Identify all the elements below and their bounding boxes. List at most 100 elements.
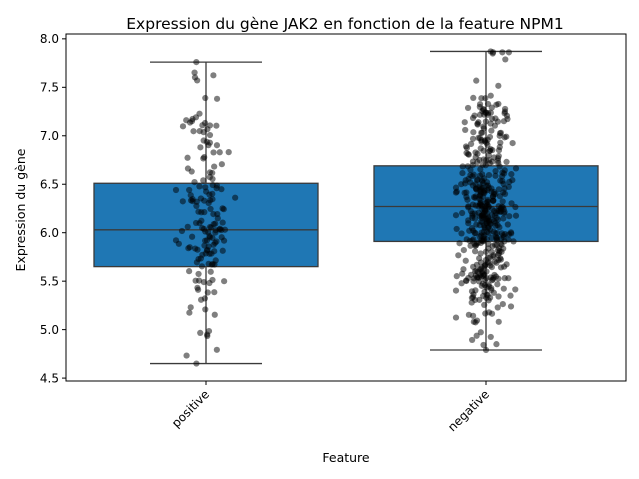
data-point <box>491 258 499 265</box>
data-point <box>196 183 203 190</box>
data-point <box>508 200 515 207</box>
data-point <box>496 163 503 170</box>
data-point <box>512 286 519 293</box>
data-point <box>493 101 500 108</box>
data-point <box>494 304 501 311</box>
data-point <box>190 128 197 135</box>
data-point <box>218 234 225 241</box>
data-point <box>505 275 512 282</box>
data-point <box>475 274 482 281</box>
points-negative <box>452 48 520 354</box>
data-point <box>508 230 515 237</box>
data-point <box>462 257 469 264</box>
data-point <box>470 194 478 201</box>
data-point <box>494 281 501 288</box>
data-point <box>207 268 214 275</box>
data-point <box>469 182 477 189</box>
data-point <box>459 163 466 170</box>
data-point <box>492 222 499 229</box>
data-point <box>452 189 460 196</box>
data-point <box>204 331 211 338</box>
data-point <box>480 341 487 349</box>
data-point <box>211 289 218 296</box>
chart-title: Expression du gène JAK2 en fonction de l… <box>126 15 563 33</box>
data-point <box>492 167 499 175</box>
data-point <box>183 352 190 359</box>
data-point <box>494 234 501 242</box>
data-point <box>474 121 481 128</box>
data-point <box>462 126 469 134</box>
data-point <box>470 312 477 319</box>
data-point <box>470 275 478 282</box>
data-point <box>490 252 497 259</box>
data-point <box>487 145 494 153</box>
data-point <box>470 318 477 325</box>
data-point <box>495 147 503 154</box>
data-point <box>465 203 472 210</box>
data-point <box>225 149 232 156</box>
data-point <box>469 135 477 142</box>
x-tick-label-negative: negative <box>445 387 492 434</box>
data-point <box>194 77 201 84</box>
data-point <box>209 190 216 197</box>
data-point <box>501 134 508 141</box>
data-point <box>482 137 489 144</box>
data-point <box>178 227 186 235</box>
data-point <box>212 257 219 264</box>
data-point <box>206 233 213 240</box>
data-point <box>218 226 225 234</box>
data-point <box>452 184 460 191</box>
data-point <box>463 277 470 285</box>
data-point <box>482 118 489 125</box>
data-point <box>490 197 497 204</box>
data-point <box>200 279 207 286</box>
data-point <box>495 152 502 160</box>
data-point <box>482 346 490 354</box>
data-point <box>203 247 211 254</box>
data-point <box>481 263 488 270</box>
data-point <box>485 157 493 164</box>
data-point <box>207 205 214 213</box>
data-point <box>459 270 466 277</box>
data-point <box>470 94 477 102</box>
data-point <box>209 175 216 183</box>
points-positive <box>172 59 239 367</box>
data-point <box>496 193 504 200</box>
data-point <box>507 303 515 310</box>
data-point <box>462 180 469 187</box>
data-point <box>476 134 484 142</box>
data-point <box>213 182 221 189</box>
x-axis: positive negative <box>169 381 492 434</box>
data-point <box>499 49 506 56</box>
data-point <box>487 92 494 99</box>
x-tick-label-positive: positive <box>169 387 212 430</box>
data-point <box>472 154 479 161</box>
data-point <box>195 286 202 293</box>
data-point <box>202 184 209 191</box>
data-point <box>184 223 191 230</box>
data-point <box>478 237 485 244</box>
data-point <box>469 336 476 344</box>
data-point <box>493 214 500 221</box>
data-point <box>459 209 466 217</box>
data-point <box>191 69 198 76</box>
data-point <box>458 280 465 287</box>
data-point <box>192 219 200 227</box>
data-point <box>508 171 515 178</box>
data-point <box>503 261 510 268</box>
data-point <box>460 247 467 254</box>
data-point <box>487 120 494 127</box>
x-axis-label: Feature <box>322 450 370 465</box>
data-point <box>179 123 187 130</box>
data-point <box>198 263 206 270</box>
data-point <box>482 310 489 317</box>
data-point <box>483 198 491 205</box>
data-point <box>175 240 182 247</box>
data-point <box>205 142 212 149</box>
data-point <box>509 177 516 184</box>
data-point <box>213 142 221 149</box>
data-point <box>501 167 508 174</box>
data-point <box>221 278 228 285</box>
data-point <box>499 173 506 180</box>
points-layer <box>172 48 520 367</box>
